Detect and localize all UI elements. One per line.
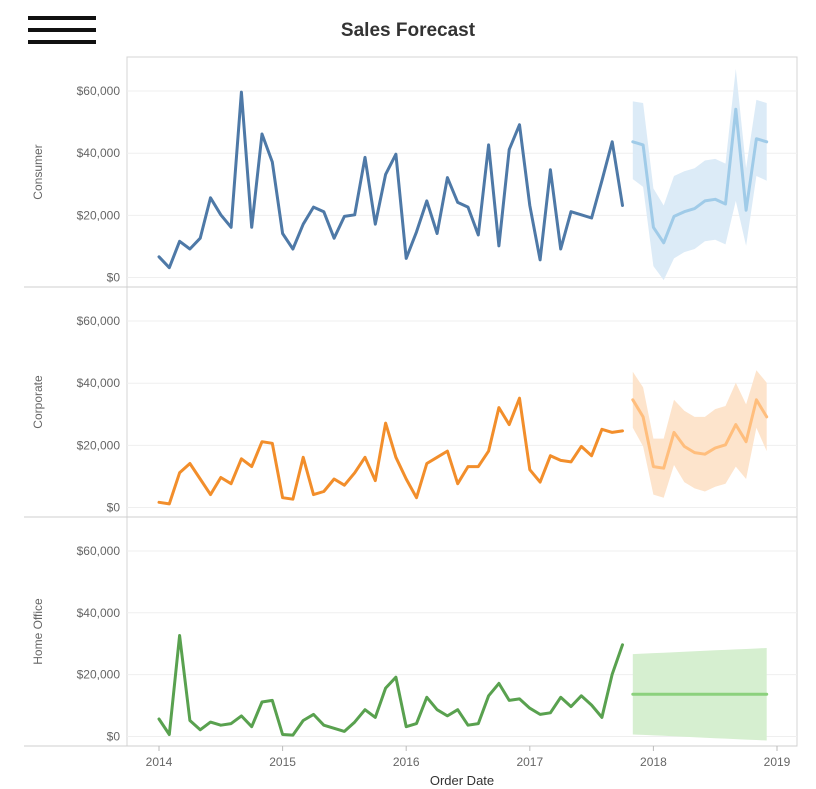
hamburger-menu-icon[interactable] bbox=[28, 14, 98, 46]
actual-line-consumer bbox=[157, 90, 624, 270]
chart-frame bbox=[126, 56, 798, 747]
x-tick-label: 2016 bbox=[393, 755, 420, 769]
x-tick-label: 2017 bbox=[516, 755, 543, 769]
y-tick-label: $0 bbox=[107, 501, 121, 515]
y-tick-label: $40,000 bbox=[77, 606, 121, 620]
actual-line-home-office bbox=[157, 634, 624, 737]
y-tick-label: $20,000 bbox=[77, 438, 121, 452]
y-tick-label: $0 bbox=[107, 730, 121, 744]
x-tick-label: 2018 bbox=[640, 755, 667, 769]
y-tick-label: $60,000 bbox=[77, 84, 121, 98]
forecast-band-corporate bbox=[632, 370, 767, 498]
panel-label-home-office: Home Office bbox=[31, 598, 45, 665]
x-tick-label: 2015 bbox=[269, 755, 296, 769]
panel-label-corporate: Corporate bbox=[31, 375, 45, 429]
y-tick-label: $0 bbox=[107, 271, 121, 285]
y-tick-label: $40,000 bbox=[77, 146, 121, 160]
x-tick-label: 2019 bbox=[764, 755, 791, 769]
y-tick-label: $20,000 bbox=[77, 208, 121, 222]
page-title: Sales Forecast bbox=[340, 20, 476, 41]
y-tick-label: $20,000 bbox=[77, 668, 121, 682]
forecast-line-corporate bbox=[631, 398, 769, 470]
x-tick-label: 2014 bbox=[146, 755, 173, 769]
forecast-band-consumer bbox=[632, 68, 767, 281]
y-tick-label: $60,000 bbox=[77, 544, 121, 558]
panel-label-consumer: Consumer bbox=[31, 144, 45, 199]
x-axis-title: Order Date bbox=[430, 773, 494, 788]
actual-line-corporate bbox=[157, 396, 624, 506]
y-tick-label: $40,000 bbox=[77, 376, 121, 390]
forecast-line-consumer bbox=[631, 107, 769, 245]
y-tick-label: $60,000 bbox=[77, 314, 121, 328]
